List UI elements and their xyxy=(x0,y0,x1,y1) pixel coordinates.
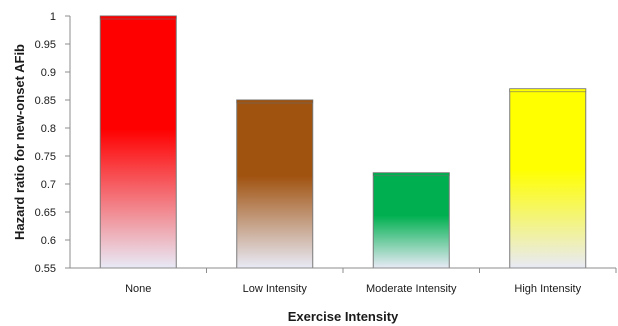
bar-top-rim xyxy=(509,88,587,93)
y-tick-label: 0.75 xyxy=(35,151,56,163)
y-tick-label: 0.7 xyxy=(41,179,56,191)
y-tick-label: 0.6 xyxy=(41,235,56,247)
y-tick-label: 0.85 xyxy=(35,95,56,107)
y-tick-label: 0.9 xyxy=(41,67,56,79)
y-axis-ticks: 0.55 0.6 0.65 0.7 0.75 0.8 0.85 0.9 0.95 1 xyxy=(35,11,70,275)
bar-top-rim xyxy=(236,99,314,104)
x-tick-label: Low Intensity xyxy=(243,283,308,295)
bars xyxy=(99,15,587,269)
bar-low-intensity xyxy=(236,99,314,269)
bar-moderate-intensity xyxy=(372,172,450,269)
y-tick-label: 0.65 xyxy=(35,207,56,219)
x-tick-label: High Intensity xyxy=(514,283,581,295)
x-axis-title: Exercise Intensity xyxy=(288,309,399,324)
bar-high-intensity xyxy=(509,88,587,269)
y-tick-label: 0.8 xyxy=(41,123,56,135)
y-tick-label: 0.95 xyxy=(35,39,56,51)
y-tick-label: 1 xyxy=(50,11,56,23)
x-tick-label: None xyxy=(125,283,151,295)
bar-top-rim xyxy=(372,172,450,177)
bar-none xyxy=(99,15,177,269)
x-tick-label: Moderate Intensity xyxy=(366,283,457,295)
bar-top-rim xyxy=(99,15,177,20)
x-axis-ticks: None Low Intensity Moderate Intensity High … xyxy=(125,268,617,295)
y-tick-label: 0.55 xyxy=(35,263,56,275)
y-axis-title: Hazard ratio for new-onset AFib xyxy=(12,44,27,240)
